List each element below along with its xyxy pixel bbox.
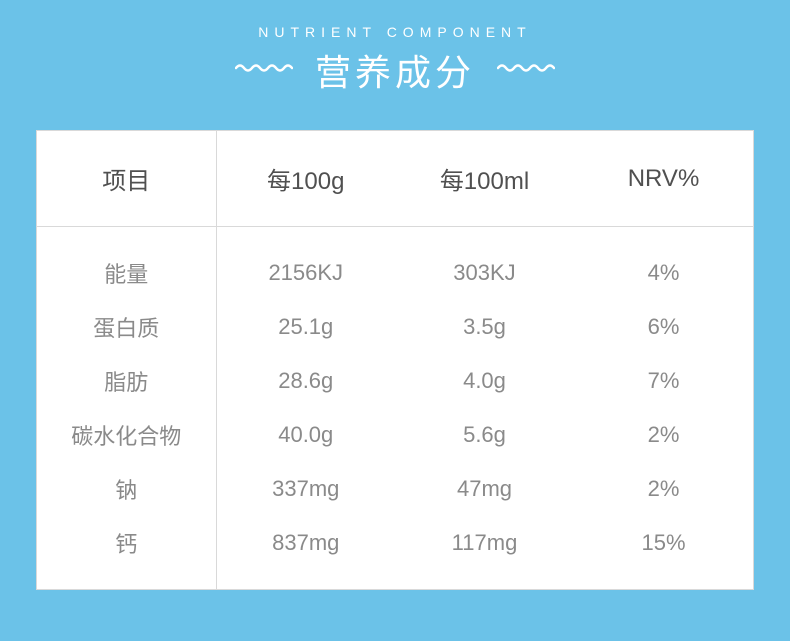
cell: 117mg: [395, 516, 574, 589]
wave-right-icon: [497, 61, 555, 79]
cell: 钠: [37, 462, 216, 516]
cell: 15%: [574, 516, 753, 589]
cell: 303KJ: [395, 227, 574, 301]
cell: 40.0g: [216, 408, 395, 462]
cell: 碳水化合物: [37, 408, 216, 462]
col-header: 每100ml: [395, 131, 574, 227]
cell: 能量: [37, 227, 216, 301]
table-row: 能量 2156KJ 303KJ 4%: [37, 227, 753, 301]
table-row: 脂肪 28.6g 4.0g 7%: [37, 354, 753, 408]
cell: 6%: [574, 300, 753, 354]
header: NUTRIENT COMPONENT 营养成分: [0, 0, 790, 96]
title: 营养成分: [315, 44, 475, 96]
table-row: 钠 337mg 47mg 2%: [37, 462, 753, 516]
cell: 47mg: [395, 462, 574, 516]
wave-left-icon: [235, 61, 293, 79]
subtitle: NUTRIENT COMPONENT: [0, 24, 790, 40]
nutrition-table-container: 项目 每100g 每100ml NRV% 能量 2156KJ 303KJ 4% …: [36, 130, 754, 590]
cell: 4%: [574, 227, 753, 301]
cell: 钙: [37, 516, 216, 589]
table-row: 碳水化合物 40.0g 5.6g 2%: [37, 408, 753, 462]
cell: 25.1g: [216, 300, 395, 354]
nutrition-table: 项目 每100g 每100ml NRV% 能量 2156KJ 303KJ 4% …: [37, 131, 753, 589]
cell: 3.5g: [395, 300, 574, 354]
table-row: 钙 837mg 117mg 15%: [37, 516, 753, 589]
col-header: 项目: [37, 131, 216, 227]
cell: 4.0g: [395, 354, 574, 408]
cell: 2156KJ: [216, 227, 395, 301]
table-body: 能量 2156KJ 303KJ 4% 蛋白质 25.1g 3.5g 6% 脂肪 …: [37, 227, 753, 590]
title-row: 营养成分: [0, 44, 790, 96]
cell: 837mg: [216, 516, 395, 589]
table-header-row: 项目 每100g 每100ml NRV%: [37, 131, 753, 227]
cell: 5.6g: [395, 408, 574, 462]
cell: 337mg: [216, 462, 395, 516]
table-row: 蛋白质 25.1g 3.5g 6%: [37, 300, 753, 354]
col-header: 每100g: [216, 131, 395, 227]
col-header: NRV%: [574, 131, 753, 227]
cell: 2%: [574, 408, 753, 462]
cell: 脂肪: [37, 354, 216, 408]
cell: 28.6g: [216, 354, 395, 408]
cell: 2%: [574, 462, 753, 516]
cell: 蛋白质: [37, 300, 216, 354]
cell: 7%: [574, 354, 753, 408]
